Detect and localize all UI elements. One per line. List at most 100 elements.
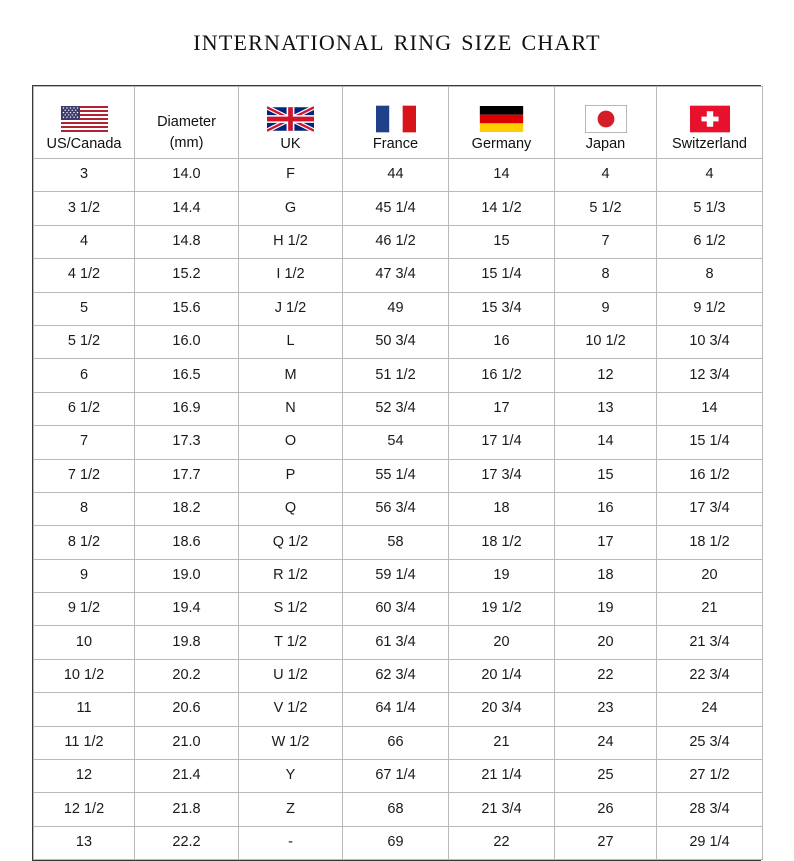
cell-ch: 10 3/4 — [656, 324, 763, 360]
cell-us: 13 — [33, 825, 135, 861]
table-row: 9 1/2 19.4 S 1/2 60 3/4 19 1/2 19 21 — [33, 592, 763, 627]
cell-de: 14 1/2 — [448, 191, 555, 226]
cell-fr: 50 3/4 — [342, 324, 449, 360]
cell-jp: 4 — [554, 157, 657, 193]
cell-ch: 8 — [656, 258, 763, 293]
cell-ch: 27 1/2 — [656, 759, 763, 794]
cell-jp: 19 — [554, 592, 657, 627]
cell-ch: 22 3/4 — [656, 658, 763, 694]
cell-ch: 15 1/4 — [656, 425, 763, 460]
cell-fr: 56 3/4 — [342, 491, 449, 527]
cell-fr: 66 — [342, 725, 449, 761]
column-header-uk: UK — [238, 86, 343, 159]
cell-dia: 20.2 — [134, 658, 239, 694]
cell-ch: 6 1/2 — [656, 224, 763, 260]
table-header: US/Canada Diameter (mm) — [33, 86, 763, 159]
cell-jp: 10 1/2 — [554, 324, 657, 360]
cell-jp: 26 — [554, 792, 657, 827]
cell-de: 21 1/4 — [448, 759, 555, 794]
cell-uk: M — [238, 358, 343, 393]
cell-de: 21 3/4 — [448, 792, 555, 827]
cell-us: 4 1/2 — [33, 258, 135, 293]
cell-us: 11 1/2 — [33, 725, 135, 761]
column-header-france: France — [342, 86, 449, 159]
cell-jp: 27 — [554, 825, 657, 861]
cell-jp: 16 — [554, 491, 657, 527]
cell-fr: 54 — [342, 425, 449, 460]
table-row: 12 21.4 Y 67 1/4 21 1/4 25 27 1/2 — [33, 759, 763, 794]
cell-uk: - — [238, 825, 343, 861]
cell-ch: 25 3/4 — [656, 725, 763, 761]
cell-de: 18 — [448, 491, 555, 527]
cell-us: 8 — [33, 491, 135, 527]
cell-uk: F — [238, 157, 343, 193]
cell-uk: V 1/2 — [238, 692, 343, 727]
cell-us: 4 — [33, 224, 135, 260]
cell-us: 10 1/2 — [33, 658, 135, 694]
table-row: 11 20.6 V 1/2 64 1/4 20 3/4 23 24 — [33, 692, 763, 727]
cell-fr: 51 1/2 — [342, 358, 449, 393]
cell-de: 20 1/4 — [448, 658, 555, 694]
ring-size-table: US/Canada Diameter (mm) — [33, 86, 763, 861]
cell-de: 17 3/4 — [448, 458, 555, 493]
cell-de: 15 — [448, 224, 555, 260]
cell-dia: 14.8 — [134, 224, 239, 260]
cell-fr: 67 1/4 — [342, 759, 449, 794]
cell-uk: Q 1/2 — [238, 525, 343, 560]
cell-uk: N — [238, 391, 343, 427]
cell-de: 18 1/2 — [448, 525, 555, 560]
cell-ch: 20 — [656, 558, 763, 594]
cell-fr: 47 3/4 — [342, 258, 449, 293]
cell-fr: 59 1/4 — [342, 558, 449, 594]
table-row: 7 17.3 O 54 17 1/4 14 15 1/4 — [33, 425, 763, 460]
column-header-japan: Japan — [554, 86, 657, 159]
cell-jp: 25 — [554, 759, 657, 794]
cell-dia: 17.3 — [134, 425, 239, 460]
cell-jp: 22 — [554, 658, 657, 694]
cell-jp: 17 — [554, 525, 657, 560]
france-flag-icon — [375, 103, 416, 134]
cell-uk: Z — [238, 792, 343, 827]
cell-ch: 9 1/2 — [656, 291, 763, 326]
cell-dia: 14.4 — [134, 191, 239, 226]
table-row: 10 1/2 20.2 U 1/2 62 3/4 20 1/4 22 22 3/4 — [33, 658, 763, 694]
cell-dia: 18.2 — [134, 491, 239, 527]
cell-ch: 18 1/2 — [656, 525, 763, 560]
cell-uk: P — [238, 458, 343, 493]
cell-jp: 5 1/2 — [554, 191, 657, 226]
cell-ch: 12 3/4 — [656, 358, 763, 393]
cell-uk: R 1/2 — [238, 558, 343, 594]
table-row: 9 19.0 R 1/2 59 1/4 19 18 20 — [33, 558, 763, 594]
column-header-germany: Germany — [448, 86, 555, 159]
cell-ch: 16 1/2 — [656, 458, 763, 493]
cell-de: 19 1/2 — [448, 592, 555, 627]
united-kingdom-flag-icon — [267, 103, 314, 134]
cell-uk: L — [238, 324, 343, 360]
cell-dia: 17.7 — [134, 458, 239, 493]
cell-dia: 15.2 — [134, 258, 239, 293]
cell-us: 5 — [33, 291, 135, 326]
cell-dia: 14.0 — [134, 157, 239, 193]
cell-de: 19 — [448, 558, 555, 594]
cell-dia: 19.4 — [134, 592, 239, 627]
cell-dia: 21.4 — [134, 759, 239, 794]
cell-dia: 16.0 — [134, 324, 239, 360]
cell-jp: 24 — [554, 725, 657, 761]
cell-us: 11 — [33, 692, 135, 727]
cell-ch: 14 — [656, 391, 763, 427]
cell-us: 12 — [33, 759, 135, 794]
cell-fr: 60 3/4 — [342, 592, 449, 627]
table-row: 4 1/2 15.2 I 1/2 47 3/4 15 1/4 8 8 — [33, 258, 763, 293]
column-header-switzerland: Switzerland — [656, 86, 763, 159]
cell-fr: 64 1/4 — [342, 692, 449, 727]
cell-fr: 58 — [342, 525, 449, 560]
table-row: 7 1/2 17.7 P 55 1/4 17 3/4 15 16 1/2 — [33, 458, 763, 493]
cell-fr: 61 3/4 — [342, 625, 449, 660]
table-row: 4 14.8 H 1/2 46 1/2 15 7 6 1/2 — [33, 224, 763, 260]
cell-de: 20 — [448, 625, 555, 660]
table-row: 3 14.0 F 44 14 4 4 — [33, 157, 763, 193]
cell-us: 10 — [33, 625, 135, 660]
cell-ch: 28 3/4 — [656, 792, 763, 827]
cell-de: 17 — [448, 391, 555, 427]
column-header-label: France — [372, 136, 419, 153]
